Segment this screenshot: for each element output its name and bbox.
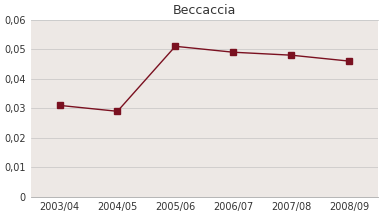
Title: Beccaccia: Beccaccia bbox=[173, 4, 236, 17]
